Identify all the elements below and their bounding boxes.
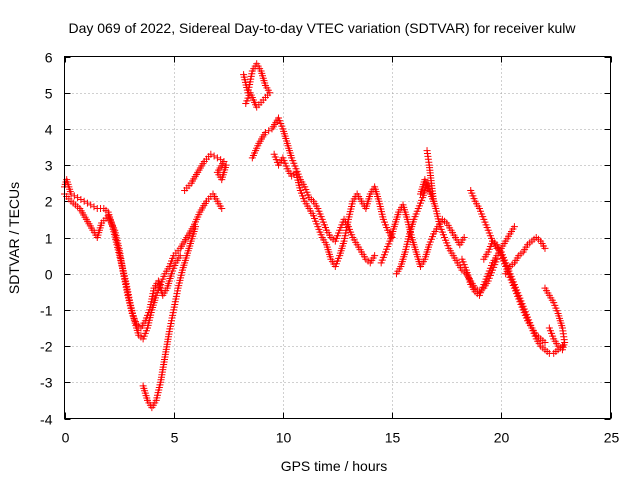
series-arc-12 [467, 186, 566, 357]
y-tick-label: -2 [40, 339, 53, 355]
series-arc-11 [458, 223, 518, 299]
data-point [510, 223, 518, 231]
data-point [207, 150, 215, 158]
series-arc-10 [416, 147, 438, 205]
x-tick-label: 20 [494, 430, 510, 446]
y-tick-label: -4 [40, 412, 53, 428]
data-point [77, 195, 85, 203]
series-arc-7 [270, 150, 396, 270]
data-point [176, 252, 184, 260]
y-tick-label: 3 [45, 158, 53, 174]
y-axis-label: SDTVAR / TECUs [6, 182, 22, 294]
y-tick-label: 0 [45, 267, 53, 283]
series-arc-15 [541, 284, 569, 354]
y-tick-label: 5 [45, 86, 53, 102]
data-point [217, 156, 225, 164]
series-arc-2 [61, 190, 184, 332]
plot-border [64, 56, 611, 419]
data-point [261, 129, 269, 137]
data-point [222, 161, 230, 169]
series-arc-5 [240, 60, 274, 111]
chart-title: Day 069 of 2022, Sidereal Day-to-day VTE… [68, 20, 576, 36]
data-point [213, 154, 221, 162]
data-point [371, 252, 379, 260]
series-arc-13 [480, 237, 549, 346]
data-point [416, 190, 424, 198]
data-point [87, 201, 95, 209]
data-point [83, 199, 91, 207]
data-points [61, 60, 569, 412]
x-axis-label: GPS time / hours [281, 458, 388, 474]
data-point [80, 197, 88, 205]
data-point [545, 324, 553, 332]
x-tick-label: 25 [604, 430, 620, 446]
series-arc-9 [392, 179, 501, 296]
data-point [192, 223, 200, 231]
data-point [265, 127, 273, 135]
data-point [242, 100, 250, 108]
x-tick-label: 15 [385, 430, 401, 446]
data-point [74, 194, 82, 202]
y-tick-label: 1 [45, 231, 53, 247]
series-arc-4 [181, 150, 230, 194]
series-arc-6 [248, 114, 379, 267]
x-tick-label: 10 [276, 430, 292, 446]
y-tick-label: -3 [40, 375, 53, 391]
data-point [210, 152, 218, 160]
y-tick-label: 2 [45, 194, 53, 210]
data-point [67, 190, 75, 198]
series-arc-3 [139, 223, 200, 412]
axis-ticks: 0 5 10 15 20 25 -4 -3 -2 -1 0 1 2 3 4 5 6 [40, 50, 619, 446]
series-arc-8 [377, 201, 468, 270]
data-point [70, 192, 78, 200]
data-point [541, 338, 549, 346]
series-arc-14 [502, 234, 549, 278]
data-point [218, 205, 226, 213]
data-point [460, 234, 468, 241]
x-tick-label: 0 [62, 430, 70, 446]
y-tick-label: 4 [45, 122, 53, 138]
data-point [541, 244, 549, 252]
x-tick-label: 5 [171, 430, 179, 446]
data-point [90, 203, 98, 211]
y-tick-label: 6 [45, 50, 53, 66]
y-tick-label: -1 [40, 303, 53, 319]
